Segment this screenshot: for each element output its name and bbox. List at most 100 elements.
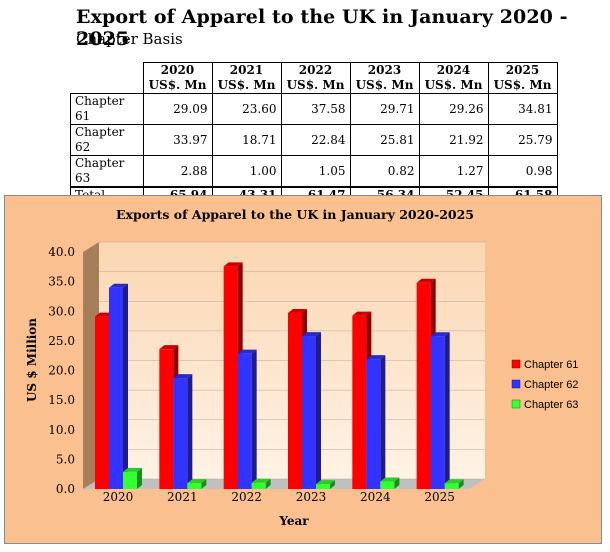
x-tick-label: 2021 bbox=[167, 490, 198, 504]
bar-top bbox=[123, 467, 142, 472]
bar-side bbox=[330, 480, 335, 489]
bar-chapter-63 bbox=[380, 477, 400, 489]
table-corner bbox=[71, 78, 144, 94]
x-tick-label: 2023 bbox=[296, 490, 327, 504]
bar-side bbox=[394, 477, 400, 489]
x-axis-ticks: 2020 2021 2022 2023 2024 2025 bbox=[103, 490, 455, 504]
table-header-years: 2020 2021 2022 2023 2024 2025 bbox=[71, 62, 558, 79]
table-unit-header: US$. Mn bbox=[487, 78, 558, 94]
bar-chart: Exports of Apparel to the UK in January … bbox=[25, 207, 578, 528]
bar-front bbox=[288, 312, 302, 489]
table-cell: 21.92 bbox=[418, 124, 489, 156]
data-table: 2020 2021 2022 2023 2024 2025 US$. Mn US… bbox=[70, 62, 558, 204]
chart-area: Exports of Apparel to the UK in January … bbox=[4, 195, 602, 544]
bar-front bbox=[352, 315, 367, 489]
bar-top bbox=[109, 283, 128, 288]
y-tick-label: 20.0 bbox=[48, 364, 75, 378]
y-axis-label: US $ Million bbox=[25, 318, 39, 402]
legend-swatch bbox=[511, 359, 521, 369]
legend-swatch bbox=[511, 379, 521, 389]
bar-top bbox=[288, 308, 307, 313]
table-header-units: US$. Mn US$. Mn US$. Mn US$. Mn US$. Mn … bbox=[71, 78, 558, 94]
bar-top bbox=[223, 262, 243, 267]
table-cell: 25.81 bbox=[349, 124, 420, 156]
chart-bars bbox=[95, 262, 464, 489]
bar-side bbox=[380, 355, 386, 489]
table-year-header: 2024 bbox=[418, 62, 489, 78]
bar-front bbox=[444, 483, 459, 489]
bar-side bbox=[458, 479, 464, 489]
bar-side bbox=[316, 332, 321, 489]
table-year-header: 2023 bbox=[349, 62, 420, 78]
table-cell: 1.27 bbox=[418, 155, 489, 187]
table-unit-header: US$. Mn bbox=[349, 78, 420, 94]
page-title: Export of Apparel to the UK in January 2… bbox=[76, 6, 568, 50]
bar-front bbox=[187, 483, 202, 489]
legend-swatch bbox=[511, 399, 521, 409]
y-tick-label: 30.0 bbox=[48, 304, 75, 318]
bar-top bbox=[173, 374, 193, 379]
bar-front bbox=[316, 484, 330, 489]
bar-front bbox=[302, 336, 316, 489]
bar-side bbox=[251, 349, 257, 489]
legend-label: Chapter 62 bbox=[524, 379, 578, 391]
bar-front bbox=[123, 471, 137, 489]
bar-front bbox=[416, 282, 431, 489]
bar-side bbox=[123, 283, 128, 489]
bar-front bbox=[109, 287, 123, 489]
bar-front bbox=[173, 378, 188, 489]
bar-front bbox=[95, 316, 109, 489]
table-cell: 2.88 bbox=[142, 155, 213, 187]
bar-chapter-62 bbox=[302, 332, 321, 489]
y-tick-label: 25.0 bbox=[48, 334, 75, 348]
bar-top bbox=[251, 478, 271, 483]
y-tick-label: 5.0 bbox=[56, 452, 75, 466]
bar-top bbox=[352, 311, 372, 316]
bar-top bbox=[302, 332, 321, 337]
table-row: Chapter 62 33.97 18.71 22.84 25.81 21.92… bbox=[70, 124, 558, 156]
bar-front bbox=[237, 353, 252, 489]
bar-side bbox=[201, 479, 207, 489]
bar-chapter-63 bbox=[187, 479, 207, 489]
bar-top bbox=[444, 479, 464, 484]
page-subtitle: Chapter Basis bbox=[76, 30, 183, 48]
y-tick-label: 15.0 bbox=[48, 393, 75, 407]
table-cell: 22.84 bbox=[280, 124, 351, 156]
table-unit-header: US$. Mn bbox=[142, 78, 213, 94]
bar-chapter-63 bbox=[123, 467, 142, 489]
bar-chapter-62 bbox=[237, 349, 257, 489]
legend-label: Chapter 63 bbox=[524, 399, 578, 411]
legend-label: Chapter 61 bbox=[524, 359, 578, 371]
y-tick-label: 10.0 bbox=[48, 423, 75, 437]
bar-top bbox=[366, 355, 386, 360]
y-axis-ticks: 0.0 5.0 10.0 15.0 20.0 25.0 30.0 35.0 40.0 bbox=[48, 245, 75, 496]
table-cell: 1.05 bbox=[280, 155, 351, 187]
bar-top bbox=[159, 345, 179, 350]
bar-top bbox=[430, 332, 450, 337]
table-cell: 33.97 bbox=[142, 124, 213, 156]
y-tick-label: 40.0 bbox=[48, 245, 75, 259]
table-cell: 0.98 bbox=[487, 155, 558, 187]
table-unit-header: US$. Mn bbox=[418, 78, 489, 94]
bar-top bbox=[187, 479, 207, 484]
y-tick-label: 35.0 bbox=[48, 275, 75, 289]
table-cell: 23.60 bbox=[211, 93, 282, 125]
table-unit-header: US$. Mn bbox=[280, 78, 351, 94]
x-tick-label: 2020 bbox=[103, 490, 134, 504]
table-year-header: 2020 bbox=[142, 62, 213, 78]
table-cell: 34.81 bbox=[487, 93, 558, 125]
bar-side bbox=[187, 374, 193, 489]
table-row-label: Chapter 61 bbox=[70, 93, 144, 125]
bar-chapter-62 bbox=[173, 374, 193, 489]
table-corner bbox=[71, 63, 144, 79]
table-cell: 29.71 bbox=[349, 93, 420, 125]
chart-legend: Chapter 61 Chapter 62 Chapter 63 bbox=[511, 359, 578, 411]
bar-side bbox=[265, 478, 271, 489]
y-tick-label: 0.0 bbox=[56, 482, 75, 496]
bar-front bbox=[159, 349, 174, 489]
x-tick-label: 2022 bbox=[231, 490, 262, 504]
table-cell: 29.26 bbox=[418, 93, 489, 125]
bar-front bbox=[223, 266, 238, 489]
table-cell: 37.58 bbox=[280, 93, 351, 125]
bar-chapter-62 bbox=[430, 332, 450, 489]
